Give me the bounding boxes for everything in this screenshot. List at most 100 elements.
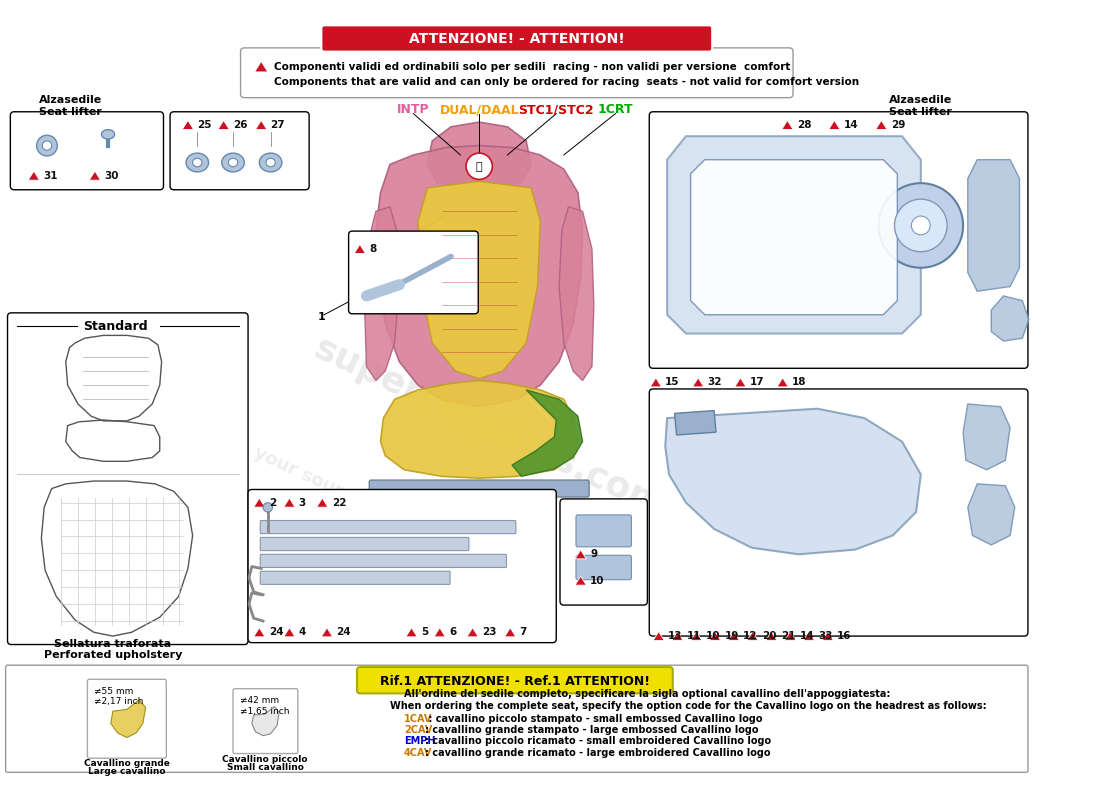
FancyBboxPatch shape [261, 538, 469, 550]
Text: supercarparts.com: supercarparts.com [308, 331, 670, 524]
Text: Standard: Standard [82, 319, 147, 333]
Text: 13: 13 [668, 631, 683, 641]
FancyBboxPatch shape [576, 555, 631, 580]
Polygon shape [255, 121, 267, 130]
Text: 32: 32 [707, 378, 722, 387]
FancyBboxPatch shape [649, 112, 1027, 368]
Text: 21: 21 [781, 631, 795, 641]
Text: Large cavallino: Large cavallino [88, 767, 166, 776]
Circle shape [912, 216, 931, 235]
Polygon shape [321, 628, 332, 637]
Polygon shape [693, 378, 704, 387]
Polygon shape [828, 121, 840, 130]
Text: 2CAV: 2CAV [404, 725, 432, 735]
Ellipse shape [222, 153, 244, 172]
Polygon shape [667, 136, 921, 334]
Text: 10: 10 [705, 631, 720, 641]
FancyBboxPatch shape [8, 313, 249, 645]
FancyBboxPatch shape [649, 389, 1027, 636]
Polygon shape [406, 628, 417, 637]
Circle shape [263, 502, 273, 512]
Text: 3: 3 [299, 498, 306, 508]
Polygon shape [252, 706, 279, 736]
Text: Small cavallino: Small cavallino [227, 763, 304, 772]
Polygon shape [672, 631, 683, 641]
Text: 14: 14 [844, 120, 858, 130]
Polygon shape [364, 206, 399, 381]
Text: 14: 14 [800, 631, 814, 641]
Text: ≠55 mm
≠2,17 inch: ≠55 mm ≠2,17 inch [94, 687, 143, 706]
Polygon shape [89, 171, 100, 180]
FancyBboxPatch shape [370, 480, 590, 497]
Polygon shape [468, 628, 478, 637]
Text: : cavallino piccolo ricamato - small embroidered Cavallino logo: : cavallino piccolo ricamato - small emb… [425, 736, 771, 746]
Text: 1: 1 [318, 312, 326, 322]
Polygon shape [766, 631, 777, 641]
Ellipse shape [101, 130, 114, 139]
Polygon shape [968, 484, 1015, 545]
FancyBboxPatch shape [170, 112, 309, 190]
Text: ATTENZIONE! - ATTENTION!: ATTENZIONE! - ATTENTION! [409, 33, 625, 46]
Polygon shape [354, 245, 365, 254]
Polygon shape [284, 628, 295, 637]
Polygon shape [782, 121, 793, 130]
Polygon shape [777, 378, 789, 387]
FancyBboxPatch shape [241, 48, 793, 98]
FancyBboxPatch shape [10, 112, 164, 190]
Text: 18: 18 [792, 378, 806, 387]
Polygon shape [428, 122, 531, 188]
Text: 5: 5 [421, 627, 428, 638]
Ellipse shape [42, 141, 52, 150]
Circle shape [894, 199, 947, 252]
Polygon shape [735, 378, 746, 387]
Text: 29: 29 [891, 120, 905, 130]
Polygon shape [968, 160, 1020, 291]
Text: : cavallino piccolo stampato - small embossed Cavallino logo: : cavallino piccolo stampato - small emb… [425, 714, 762, 724]
Polygon shape [674, 410, 716, 435]
FancyBboxPatch shape [6, 666, 1027, 772]
Text: 9: 9 [590, 550, 597, 559]
Polygon shape [784, 631, 796, 641]
Text: Sellatura traforata: Sellatura traforata [54, 638, 172, 649]
Text: your source for parts since 1994: your source for parts since 1994 [251, 444, 557, 599]
Text: 1CRT: 1CRT [597, 103, 634, 116]
Text: EMPH: EMPH [404, 736, 436, 746]
Text: 26: 26 [233, 120, 248, 130]
FancyBboxPatch shape [249, 490, 557, 642]
FancyBboxPatch shape [261, 554, 506, 567]
Polygon shape [376, 146, 583, 407]
Text: Alzasedile
Seat lifter: Alzasedile Seat lifter [39, 95, 102, 117]
Text: DUAL/DAAL: DUAL/DAAL [439, 103, 519, 116]
FancyBboxPatch shape [358, 667, 673, 694]
Polygon shape [218, 121, 229, 130]
FancyBboxPatch shape [560, 499, 648, 605]
Polygon shape [803, 631, 815, 641]
Text: 25: 25 [197, 120, 212, 130]
Polygon shape [317, 498, 328, 507]
Text: STC1/STC2: STC1/STC2 [518, 103, 594, 116]
Polygon shape [111, 700, 145, 738]
FancyBboxPatch shape [261, 521, 516, 534]
FancyBboxPatch shape [87, 679, 166, 758]
Text: INTP: INTP [397, 103, 430, 116]
Polygon shape [728, 631, 739, 641]
Text: Components that are valid and can only be ordered for racing  seats - not valid : Components that are valid and can only b… [274, 77, 859, 86]
Text: 6: 6 [449, 627, 456, 638]
Polygon shape [710, 631, 720, 641]
Ellipse shape [186, 153, 209, 172]
Text: When ordering the complete seat, specify the option code for the Cavallino logo : When ordering the complete seat, specify… [389, 701, 987, 710]
Polygon shape [747, 631, 758, 641]
Text: 10: 10 [590, 576, 605, 586]
Text: 31: 31 [43, 170, 57, 181]
Ellipse shape [192, 158, 202, 166]
FancyBboxPatch shape [349, 231, 478, 314]
Ellipse shape [229, 158, 238, 166]
Text: 2: 2 [268, 498, 276, 508]
Text: Componenti validi ed ordinabili solo per sedili  racing - non validi per version: Componenti validi ed ordinabili solo per… [274, 62, 791, 72]
Polygon shape [666, 409, 921, 554]
Text: 16: 16 [837, 631, 851, 641]
Polygon shape [284, 498, 295, 507]
Polygon shape [575, 550, 586, 559]
Text: Cavallino grande: Cavallino grande [84, 759, 169, 768]
Ellipse shape [266, 158, 275, 166]
